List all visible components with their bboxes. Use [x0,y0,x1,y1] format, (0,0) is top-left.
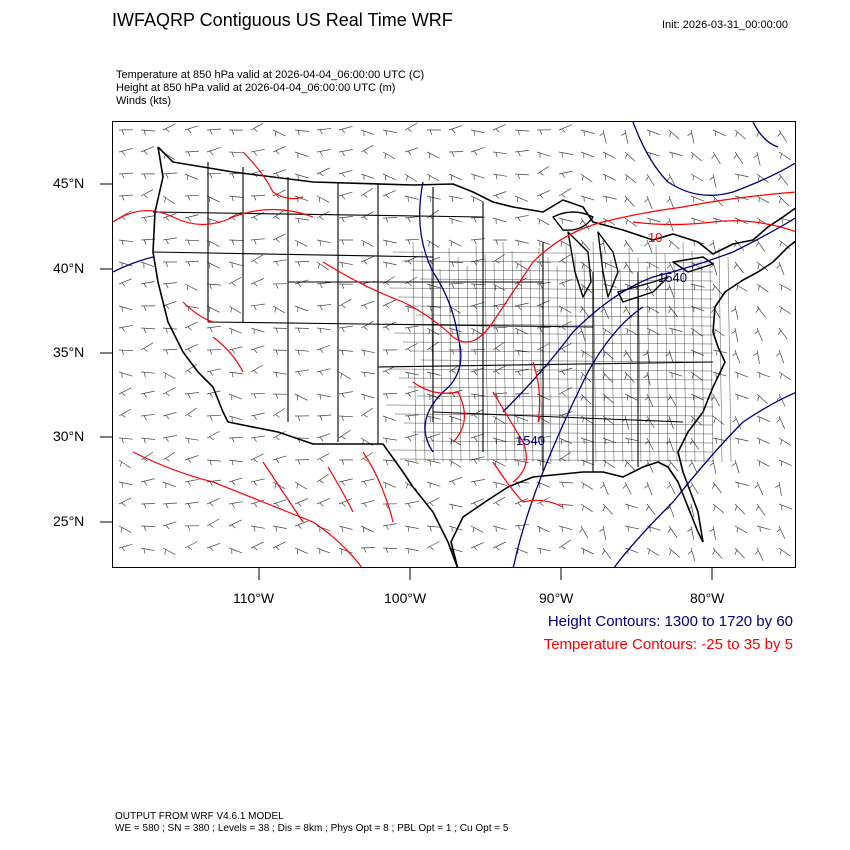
height-field-label: Height at 850 hPa valid at 2026-04-04_06… [116,82,396,94]
lon-label-80w: 80°W [690,590,725,606]
temperature-contours [113,151,795,567]
lat-label-35: 35°N [53,344,85,360]
county-boundaries [384,241,732,463]
winds-field-label: Winds (kts) [116,95,171,107]
plot-title: IWFAQRP Contiguous US Real Time WRF [112,10,453,30]
model-info-footer: OUTPUT FROM WRF V4.6.1 MODEL WE = 580 ; … [115,811,508,835]
model-output-line: OUTPUT FROM WRF V4.6.1 MODEL [115,811,284,822]
init-time: Init: 2026-03-31_00:00:00 [662,19,788,31]
weather-map: 1540 1540 10 [113,122,795,567]
lat-label-45: 45°N [53,175,85,191]
map-panel: 1540 1540 10 [112,121,796,568]
wind-barbs [118,122,793,562]
height-label-1540-south: 1540 [516,433,545,448]
height-contours [113,122,795,567]
lat-label-40: 40°N [53,260,85,276]
temperature-contour-legend: Temperature Contours: -25 to 35 by 5 [543,636,793,653]
height-label-1540-ne: 1540 [658,270,687,285]
state-boundaries [152,162,714,472]
lat-label-25: 25°N [53,513,85,529]
lon-label-110w: 110°W [233,590,275,606]
model-config-line: WE = 580 ; SN = 380 ; Levels = 38 ; Dis … [115,823,509,834]
field-descriptions: Temperature at 850 hPa valid at 2026-04-… [116,69,424,108]
us-coastline-and-borders [152,146,795,567]
temperature-field-label: Temperature at 850 hPa valid at 2026-04-… [116,69,425,81]
temperature-label-10: 10 [648,230,662,245]
lon-label-100w: 100°W [384,590,427,606]
lon-label-90w: 90°W [539,590,574,606]
lat-label-30: 30°N [53,428,85,444]
height-contour-legend: Height Contours: 1300 to 1720 by 60 [547,613,793,630]
